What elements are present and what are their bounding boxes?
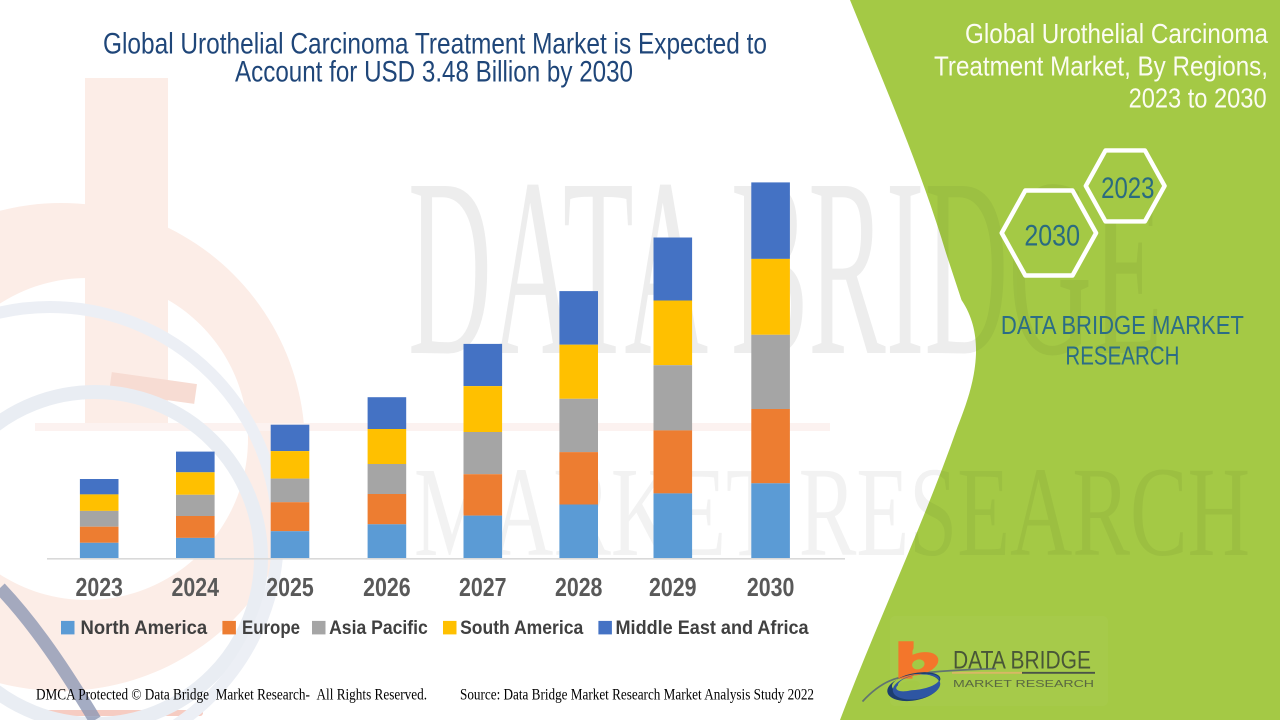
svg-text:2023 to 2030: 2023 to 2030 — [1129, 83, 1267, 114]
svg-text:2023: 2023 — [1101, 172, 1154, 205]
svg-text:Global Urothelial Carcinoma Tr: Global Urothelial Carcinoma Treatment Ma… — [103, 28, 767, 61]
svg-text:DMCA Protected © Data Bridge M: DMCA Protected © Data Bridge Market Rese… — [36, 687, 427, 704]
svg-text:Asia Pacific: Asia Pacific — [329, 617, 428, 639]
svg-text:2030: 2030 — [1024, 220, 1080, 253]
svg-text:DATA BRIDGE: DATA BRIDGE — [953, 647, 1091, 675]
svg-text:Middle East and Africa: Middle East and Africa — [616, 617, 809, 639]
svg-text:2028: 2028 — [555, 572, 603, 602]
svg-text:RESEARCH: RESEARCH — [1065, 343, 1179, 371]
svg-text:Global Urothelial Carcinoma: Global Urothelial Carcinoma — [965, 18, 1268, 49]
svg-text:2025: 2025 — [266, 572, 314, 602]
svg-text:2024: 2024 — [172, 572, 220, 602]
svg-text:Source: Data Bridge Market Res: Source: Data Bridge Market Research Mark… — [460, 687, 814, 704]
svg-text:South America: South America — [460, 617, 583, 639]
svg-text:2027: 2027 — [459, 572, 507, 602]
svg-text:2023: 2023 — [75, 572, 123, 602]
svg-text:Europe: Europe — [242, 617, 300, 639]
svg-text:MARKET RESEARCH: MARKET RESEARCH — [953, 678, 1094, 690]
svg-text:Treatment Market, By Regions,: Treatment Market, By Regions, — [934, 51, 1268, 82]
svg-text:2030: 2030 — [747, 572, 795, 602]
svg-text:Account for USD 3.48 Billion b: Account for USD 3.48 Billion by 2030 — [235, 56, 633, 89]
svg-text:2026: 2026 — [363, 572, 411, 602]
svg-text:North America: North America — [81, 617, 208, 639]
svg-text:DATA BRIDGE MARKET: DATA BRIDGE MARKET — [1001, 312, 1244, 340]
svg-text:2029: 2029 — [649, 572, 697, 602]
